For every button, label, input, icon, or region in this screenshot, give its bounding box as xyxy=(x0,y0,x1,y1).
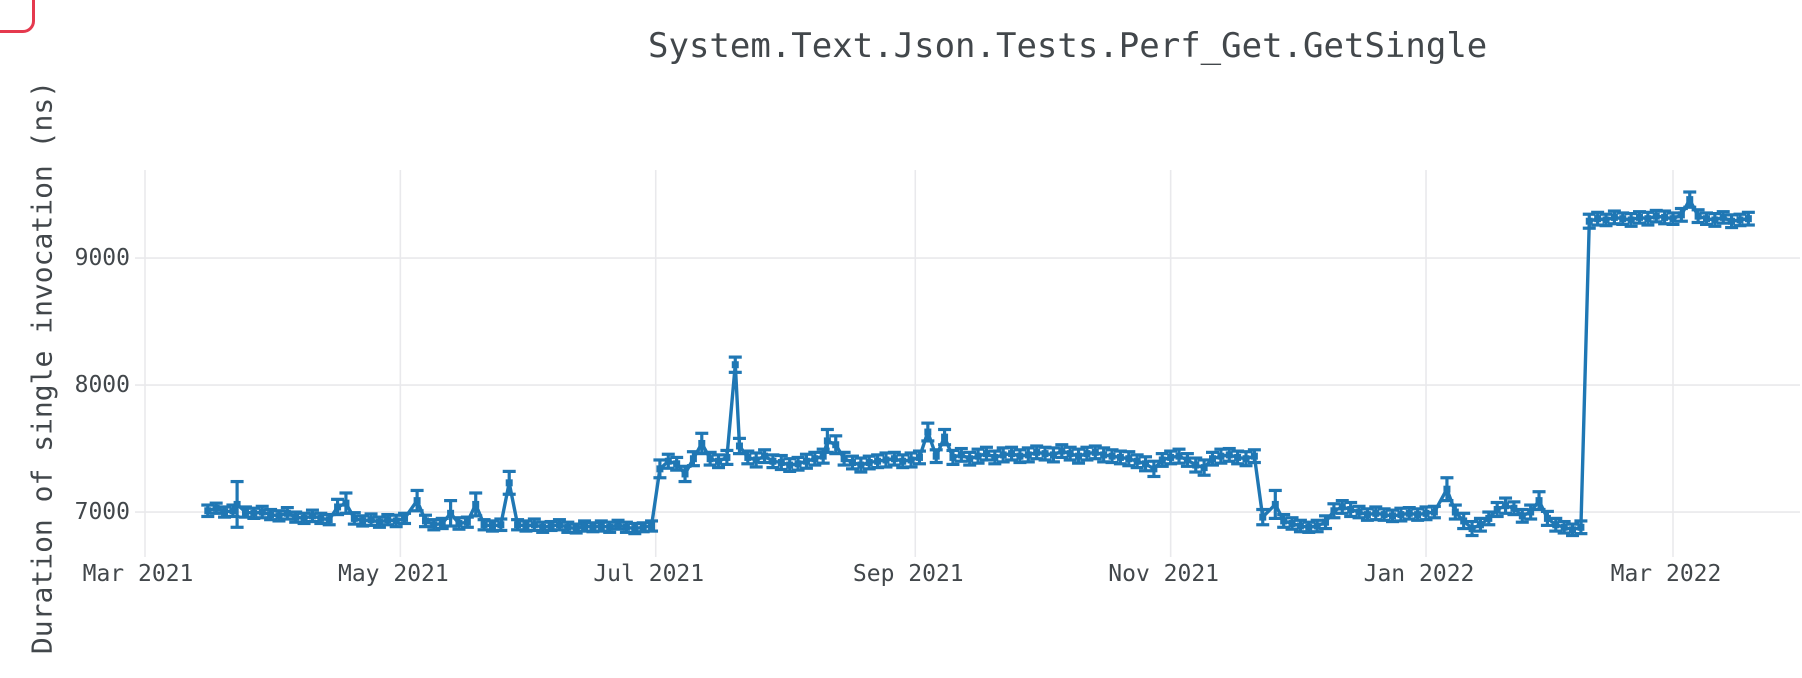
grid-layer xyxy=(135,170,1800,557)
y-tick-label: 7000 xyxy=(74,499,130,526)
x-tick-label: Mar 2021 xyxy=(82,561,194,587)
x-tick-label: May 2021 xyxy=(337,561,449,587)
x-tick-label: Jul 2021 xyxy=(593,561,705,587)
partial-red-button[interactable] xyxy=(0,0,35,33)
duration-series-line[interactable] xyxy=(207,197,1749,532)
x-tick-label: Nov 2021 xyxy=(1108,561,1220,587)
y-tick-label: 8000 xyxy=(74,372,130,399)
x-tick-label: Sep 2021 xyxy=(852,561,964,587)
plot-area[interactable] xyxy=(0,0,1802,664)
y-tick-label: 9000 xyxy=(74,245,130,272)
duration-series[interactable] xyxy=(201,190,1755,538)
x-tick-label: Mar 2022 xyxy=(1610,561,1722,587)
benchmark-chart-page: System.Text.Json.Tests.Perf_Get.GetSingl… xyxy=(0,0,1802,664)
chart-title: System.Text.Json.Tests.Perf_Get.GetSingl… xyxy=(648,26,1488,66)
x-tick-label: Jan 2022 xyxy=(1363,561,1475,587)
